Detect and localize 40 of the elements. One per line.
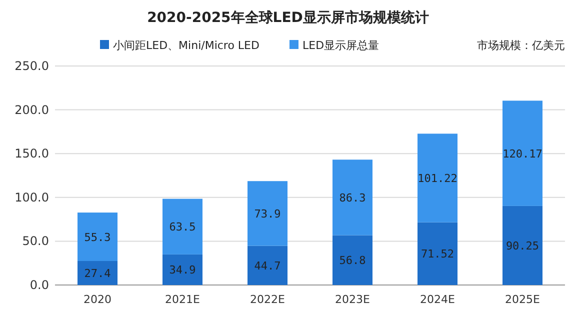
x-tick-label: 2022E (250, 293, 286, 306)
x-tick-label: 2020 (84, 293, 112, 306)
data-label: 34.9 (169, 264, 196, 277)
data-label: 90.25 (506, 239, 540, 252)
bar (78, 212, 118, 261)
legend-label: 小间距LED、Mini/Micro LED (113, 39, 260, 52)
legend-label: LED显示屏总量 (302, 39, 380, 52)
chart-title: 2020-2025年全球LED显示屏市场规模统计 (147, 9, 429, 26)
bar (502, 100, 542, 206)
data-label: 86.3 (339, 191, 366, 204)
bar (502, 206, 542, 285)
bar (162, 254, 202, 285)
data-label: 63.5 (169, 220, 196, 234)
bar (418, 134, 458, 222)
y-tick-label: 0.0 (30, 278, 49, 292)
y-tick-label: 200.0 (14, 102, 49, 117)
data-label: 55.3 (84, 230, 111, 244)
text: 市场规模：亿美元 (477, 39, 565, 52)
y-tick-label: 250.0 (14, 59, 49, 73)
bar (418, 222, 458, 285)
x-tick-label: 2025E (505, 293, 540, 306)
data-label: 101.22 (418, 172, 458, 186)
bar (248, 181, 288, 246)
x-tick-label: 2021E (165, 293, 200, 306)
data-label: 27.4 (84, 267, 112, 280)
data-label: 73.9 (254, 207, 281, 220)
bar (332, 160, 372, 236)
bar (162, 198, 202, 254)
bar (78, 261, 118, 285)
data-label: 44.7 (254, 259, 281, 272)
y-tick-label: 50.0 (22, 234, 49, 248)
x-tick-label: 2023E (335, 293, 370, 306)
y-tick-label: 150.0 (14, 146, 49, 161)
data-label: 56.8 (339, 254, 366, 268)
x-tick-label: 2024E (420, 293, 456, 306)
data-label: 120.17 (502, 147, 542, 160)
bar (248, 246, 288, 285)
y-tick-label: 100.0 (14, 190, 49, 204)
data-label: 71.52 (420, 248, 454, 261)
bar (332, 235, 372, 285)
